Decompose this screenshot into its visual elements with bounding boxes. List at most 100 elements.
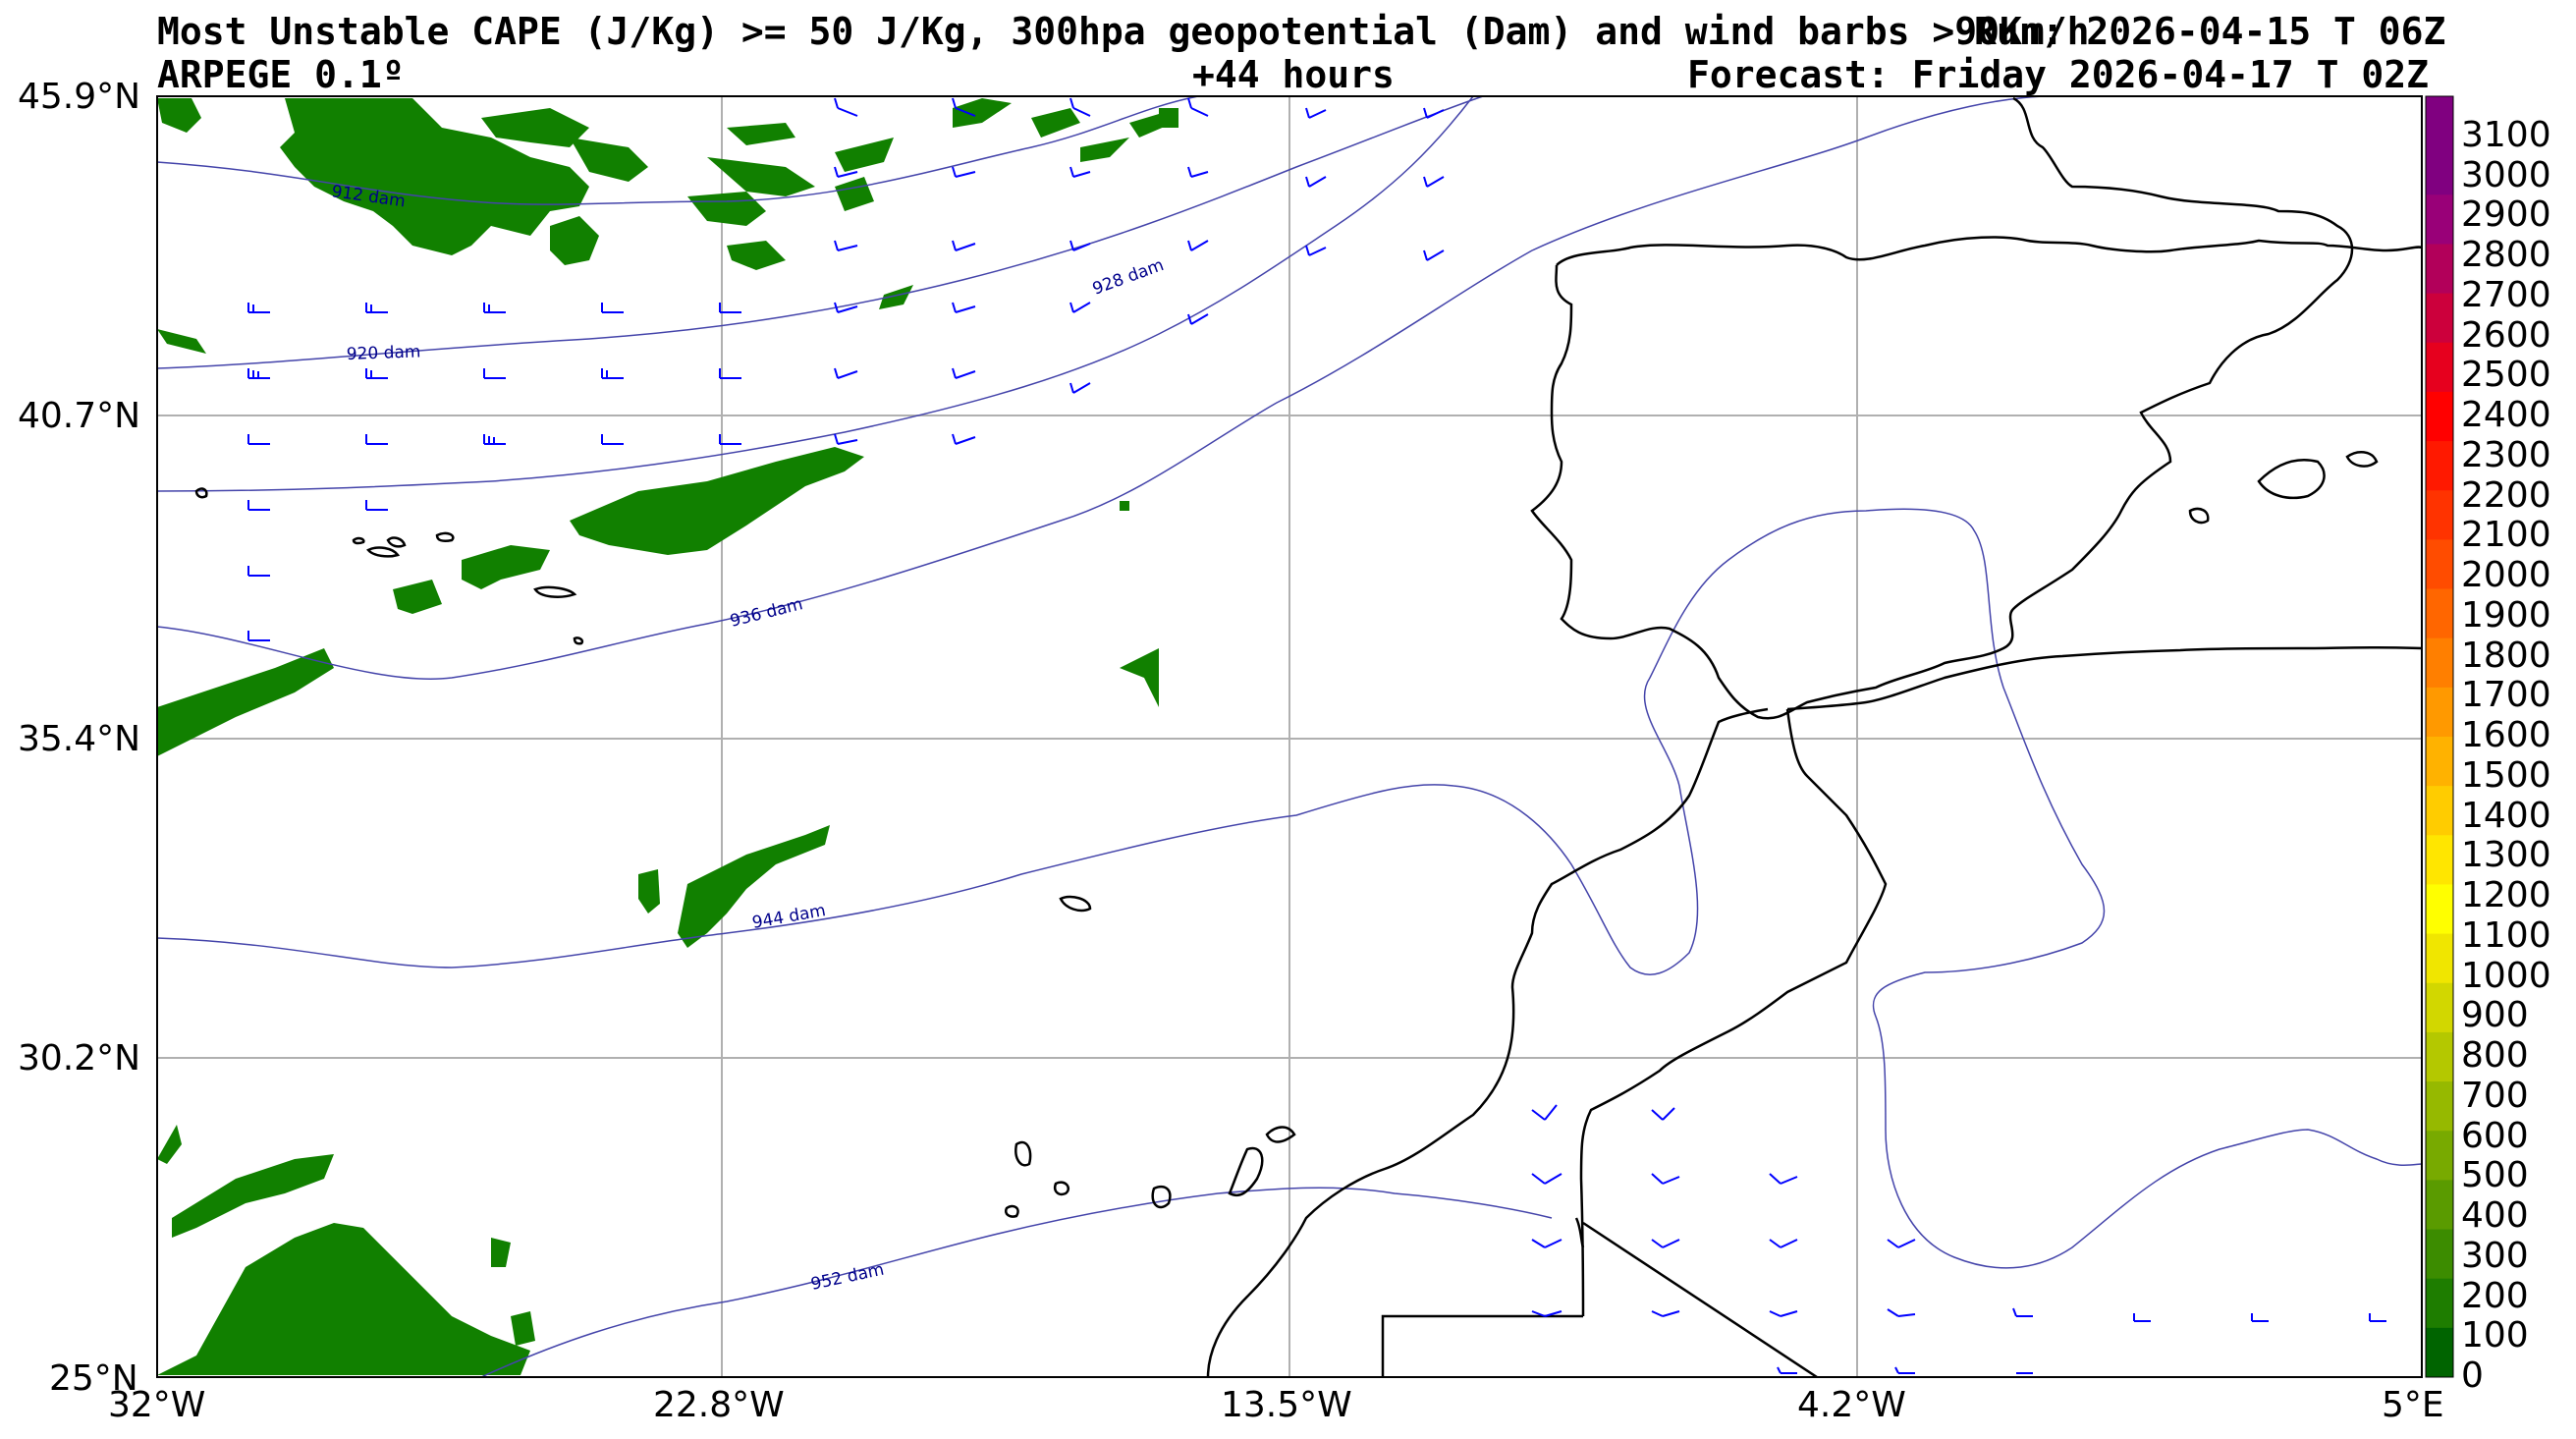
cape-area xyxy=(678,825,830,948)
colorbar-label: 900 xyxy=(2461,995,2529,1036)
colorbar-label: 2600 xyxy=(2461,314,2551,356)
island-gran-canaria xyxy=(1151,1185,1172,1209)
wind-barb xyxy=(1651,1107,1675,1121)
wind-barb xyxy=(247,566,270,577)
wind-barb xyxy=(247,500,270,511)
cape-area xyxy=(1120,501,1129,511)
colorbar-segment xyxy=(2426,588,2453,639)
wind-barb xyxy=(834,433,858,445)
wind-barb xyxy=(1423,176,1445,188)
wind-barb xyxy=(1769,1310,1798,1317)
island-menorca xyxy=(2345,451,2379,468)
lat-label: 45.9°N xyxy=(18,77,141,117)
wind-barb xyxy=(952,302,976,313)
wind-barb xyxy=(834,240,858,251)
wind-barb xyxy=(1305,107,1327,119)
wind-barb xyxy=(1187,240,1209,251)
wind-barb xyxy=(365,368,388,379)
colorbar-label: 1400 xyxy=(2461,795,2551,836)
map-frame xyxy=(156,95,2423,1378)
colorbar-label: 1900 xyxy=(2461,594,2551,636)
contour-936 xyxy=(156,95,2044,680)
colorbar-label: 700 xyxy=(2461,1075,2529,1116)
border-mauritania xyxy=(1582,1221,1818,1379)
cape-area xyxy=(157,329,206,354)
cape-area xyxy=(481,108,589,147)
wind-barb xyxy=(601,434,624,445)
colorbar-segment xyxy=(2426,1031,2453,1082)
colorbar-label: 3100 xyxy=(2461,114,2551,155)
wind-barb xyxy=(952,166,976,178)
island-azores xyxy=(366,546,401,558)
wind-barb xyxy=(1531,1239,1562,1248)
colorbar-segment xyxy=(2426,835,2453,885)
colorbar-segment xyxy=(2426,884,2453,935)
colorbar-label: 200 xyxy=(2461,1275,2529,1316)
wind-barb xyxy=(1769,1173,1798,1185)
colorbar-label: 1000 xyxy=(2461,955,2551,996)
lon-label: 5°E xyxy=(2382,1385,2444,1425)
wind-barb xyxy=(365,500,388,511)
wind-barb xyxy=(1069,302,1091,313)
colorbar-segment xyxy=(2426,687,2453,738)
wind-barb xyxy=(1777,1366,1797,1374)
lead-time: +44 hours xyxy=(1192,53,1395,96)
wind-barb xyxy=(1531,1173,1562,1185)
wind-barb xyxy=(1187,166,1209,178)
chart-title: Most Unstable CAPE (J/Kg) >= 50 J/Kg, 30… xyxy=(157,10,2090,53)
island-fuerteventura xyxy=(1228,1146,1264,1197)
wind-barb xyxy=(247,631,270,641)
wind-barb xyxy=(719,368,741,379)
island-lanzarote xyxy=(1265,1126,1296,1143)
colorbar-label: 2400 xyxy=(2461,395,2551,435)
colorbar-label: 2300 xyxy=(2461,434,2551,475)
colorbar-label: 2500 xyxy=(2461,355,2551,396)
colorbar-label: 2000 xyxy=(2461,555,2551,595)
coastlines xyxy=(194,96,2423,1379)
wind-barb xyxy=(834,302,858,313)
island-azores xyxy=(573,636,584,645)
wind-barb xyxy=(1069,240,1091,251)
contour-952 xyxy=(480,1187,1553,1378)
colorbar-segment xyxy=(2426,244,2453,295)
island-azores xyxy=(352,536,365,545)
lon-label: 4.2°W xyxy=(1797,1385,1906,1425)
cape-area xyxy=(157,98,201,133)
wind-barb xyxy=(1305,245,1327,256)
colorbar-segment xyxy=(2426,293,2453,344)
graticule xyxy=(157,96,2422,1377)
forecast-time: Forecast: Friday 2026-04-17 T 02Z xyxy=(1687,53,2429,96)
contour-label: 920 dam xyxy=(346,342,420,364)
colorbar-label: 1500 xyxy=(2461,754,2551,796)
run-time: Run: 2026-04-15 T 06Z xyxy=(1974,10,2446,53)
cape-area xyxy=(570,447,864,555)
cape-area xyxy=(157,1125,182,1164)
island-azores xyxy=(194,487,208,499)
wind-barb xyxy=(601,368,624,379)
colorbar-label: 1100 xyxy=(2461,914,2551,956)
cape-area xyxy=(835,138,894,172)
cape-area xyxy=(727,241,786,270)
wind-barb xyxy=(1069,166,1091,178)
cape-areas xyxy=(157,98,1178,1375)
island-la-palma xyxy=(1014,1140,1032,1167)
lat-label: 40.7°N xyxy=(18,396,141,436)
wind-barb xyxy=(247,434,270,445)
coast-north-africa xyxy=(1786,645,2423,711)
lon-label: 32°W xyxy=(108,1385,206,1425)
colorbar-segment xyxy=(2426,1180,2453,1231)
wind-barb xyxy=(834,166,858,178)
lon-label: 13.5°W xyxy=(1221,1385,1352,1425)
wind-barb xyxy=(2133,1313,2151,1322)
cape-area xyxy=(570,138,648,182)
colorbar-label: 1300 xyxy=(2461,835,2551,876)
wind-barb xyxy=(1531,1310,1562,1317)
coast-north xyxy=(1556,236,2423,266)
wind-barb xyxy=(952,433,976,445)
wind-barb xyxy=(1423,107,1445,119)
cape-area xyxy=(638,869,660,913)
colorbar-segment xyxy=(2426,441,2453,491)
colorbar-segment xyxy=(2426,1081,2453,1132)
geopotential-contours xyxy=(156,95,2423,1378)
colorbar-segment xyxy=(2426,194,2453,245)
